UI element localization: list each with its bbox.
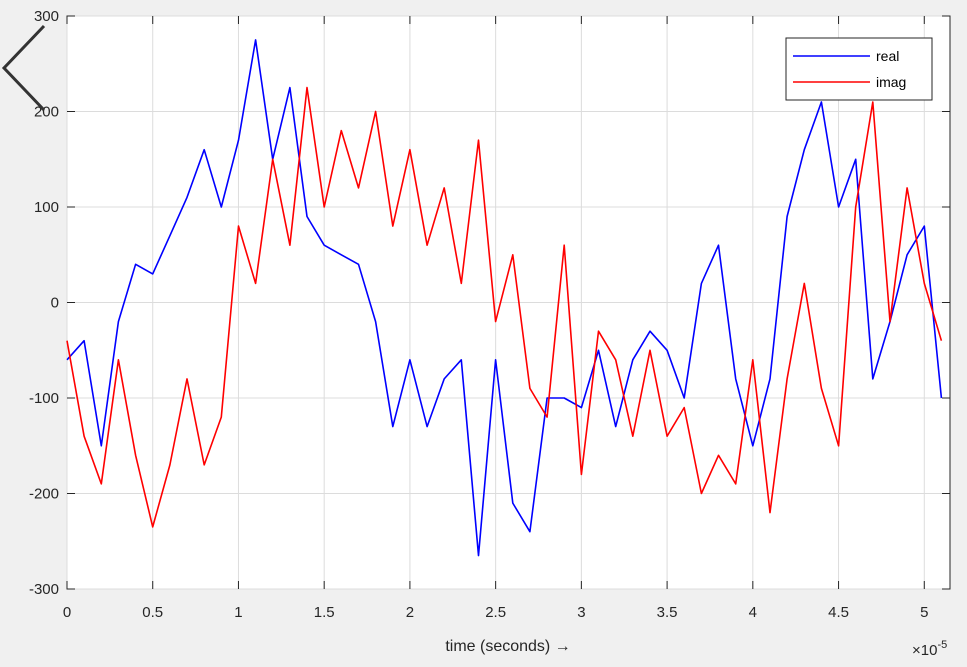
- x-tick-label: 4.5: [828, 604, 849, 621]
- x-tick-label: 1: [234, 604, 242, 621]
- back-chevron-icon[interactable]: [0, 22, 48, 114]
- x-tick-label: 3: [577, 604, 585, 621]
- legend: real imag: [785, 37, 933, 101]
- x-exponent-base: ×10: [912, 642, 937, 659]
- x-exponent-power: -5: [937, 639, 947, 651]
- y-tick-label: -100: [29, 390, 59, 407]
- series-layer: [66, 39, 943, 557]
- x-tick-label: 2.5: [485, 604, 506, 621]
- legend-label-imag: imag: [876, 74, 906, 90]
- x-tick-label: 0: [63, 604, 71, 621]
- y-tick-label: -300: [29, 581, 59, 598]
- x-tick-label: 5: [920, 604, 928, 621]
- y-tick-label: 300: [34, 8, 59, 25]
- series-line-imag: [66, 86, 943, 528]
- x-axis-label: time (seconds) →: [445, 638, 570, 655]
- y-tick-label: 0: [51, 295, 59, 312]
- series-line-real: [66, 39, 943, 557]
- x-tick-label: 3.5: [657, 604, 678, 621]
- x-axis: 0 0.5 1 1.5 2 2.5 3 3.5 4 4.5 5: [63, 16, 928, 621]
- x-tick-label: 2: [406, 604, 414, 621]
- x-tick-label: 0.5: [142, 604, 163, 621]
- x-exponent-label: ×10-5: [912, 639, 947, 659]
- legend-box: [785, 37, 933, 101]
- y-tick-label: -200: [29, 486, 59, 503]
- x-tick-label: 1.5: [314, 604, 335, 621]
- legend-label-real: real: [876, 48, 899, 64]
- y-tick-label: 100: [34, 199, 59, 216]
- x-tick-label: 4: [749, 604, 757, 621]
